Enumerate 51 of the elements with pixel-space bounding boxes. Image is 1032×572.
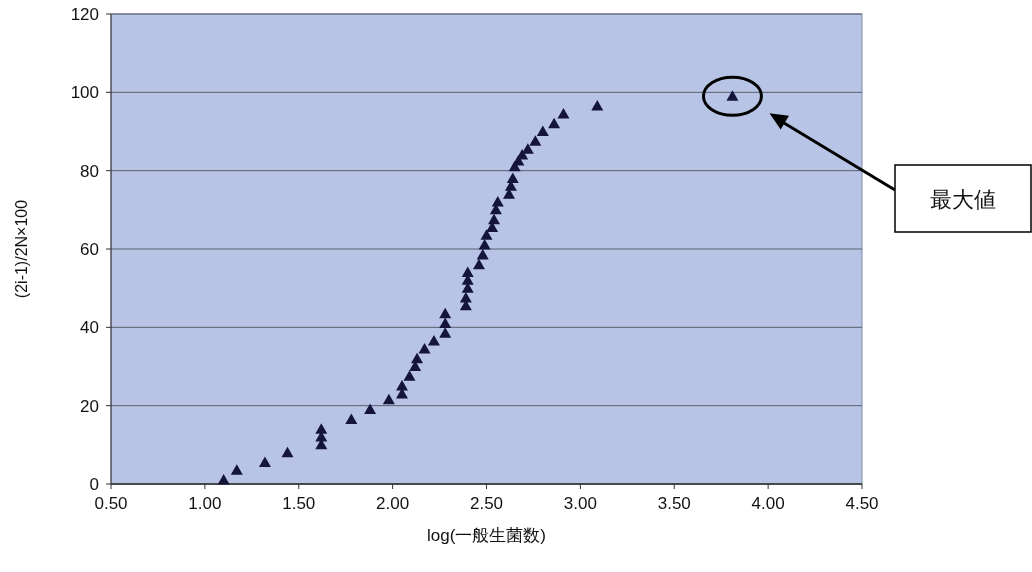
- point: [258, 456, 271, 467]
- point: [403, 370, 416, 381]
- point: [427, 335, 440, 346]
- point: [491, 196, 504, 207]
- text: 最大値: [930, 186, 996, 212]
- point: [345, 413, 358, 424]
- x-tick-label: 3.50: [657, 494, 691, 513]
- point: [439, 327, 452, 338]
- y-tick-label: 20: [80, 396, 99, 416]
- point: [382, 393, 395, 405]
- y-tick-label: 120: [70, 5, 99, 24]
- x-tick-label: 4.00: [751, 494, 785, 513]
- point: [536, 125, 549, 136]
- x-tick-label: 1.00: [188, 494, 222, 513]
- y-tick-label: 40: [80, 318, 99, 338]
- x-axis-title: log(一般生菌数): [426, 526, 547, 545]
- point: [488, 213, 501, 225]
- point: [217, 474, 230, 485]
- point: [411, 352, 424, 364]
- x-tick-label: 2.00: [376, 494, 410, 513]
- x-tick-label: 4.50: [845, 494, 879, 513]
- point: [396, 380, 409, 391]
- y-tick-label: 100: [70, 83, 99, 103]
- x-tick-label: 0.50: [94, 494, 128, 513]
- point: [726, 90, 739, 101]
- point: [548, 117, 561, 129]
- y-tick-label: 60: [80, 240, 99, 259]
- point: [439, 317, 452, 328]
- point: [439, 307, 452, 319]
- point: [461, 266, 474, 277]
- point: [591, 100, 604, 111]
- x-tick-label: 2.50: [469, 494, 504, 513]
- y-axis-title: (2i-1)/2N×100: [13, 199, 30, 299]
- point: [516, 149, 529, 160]
- point: [529, 135, 542, 146]
- point: [418, 342, 431, 354]
- point: [364, 403, 377, 415]
- x-tick-label: 3.00: [563, 494, 597, 513]
- point: [281, 446, 294, 458]
- point: [506, 172, 519, 183]
- point: [476, 248, 489, 260]
- y-tick-label: 80: [80, 161, 99, 181]
- point: [478, 239, 491, 250]
- point: [480, 229, 493, 240]
- x-tick-label: 1.50: [282, 494, 316, 513]
- point: [230, 464, 243, 475]
- y-tick-label: 0: [89, 475, 99, 494]
- point: [557, 107, 570, 119]
- point: [315, 423, 328, 434]
- point: [472, 258, 485, 270]
- point: [459, 291, 472, 303]
